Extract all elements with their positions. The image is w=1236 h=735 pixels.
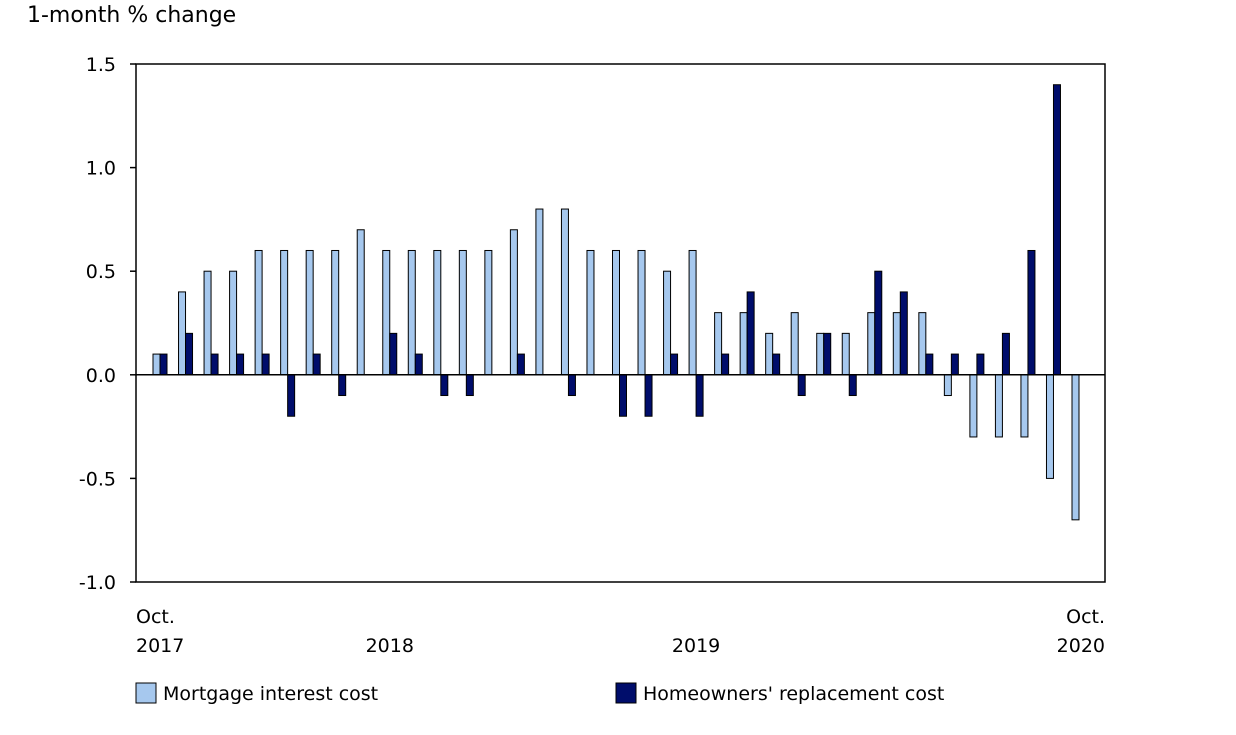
bar-mortgage [1071, 374, 1080, 521]
bar-mortgage [152, 353, 161, 376]
bar-series-group [152, 84, 1080, 521]
bar-mortgage [484, 249, 493, 376]
legend-label-mortgage: Mortgage interest cost [163, 683, 378, 705]
bar-replacement [287, 374, 296, 417]
bar-mortgage [407, 249, 416, 376]
bar-replacement [389, 332, 398, 376]
x-tick-label: 2018 [366, 635, 414, 657]
legend-item-replacement: Homeowners' replacement cost [615, 682, 944, 705]
bar-replacement [1027, 249, 1036, 376]
bar-mortgage [382, 249, 391, 376]
bar-replacement [644, 374, 653, 417]
bar-replacement [670, 353, 679, 376]
bar-replacement [976, 353, 985, 376]
bar-mortgage [535, 208, 544, 376]
bar-mortgage [560, 208, 569, 376]
bar-mortgage [714, 312, 723, 376]
bar-mortgage [688, 249, 697, 376]
bar-mortgage [331, 249, 340, 376]
bar-replacement [567, 374, 576, 397]
bar-mortgage [841, 332, 850, 376]
bar-replacement [619, 374, 627, 417]
bar-mortgage [356, 229, 365, 376]
bar-replacement [772, 353, 781, 376]
y-axis-title: 1-month % change [27, 3, 236, 28]
bar-mortgage [918, 312, 927, 376]
legend-label-replacement: Homeowners' replacement cost [643, 683, 944, 705]
bar-replacement [210, 353, 219, 376]
bar-mortgage [458, 249, 467, 376]
bar-replacement [185, 332, 194, 376]
bar-replacement [261, 353, 270, 376]
bar-mortgage [1020, 374, 1029, 438]
x-tick-label: Oct. [136, 606, 175, 628]
bar-mortgage [943, 374, 952, 397]
bar-mortgage [816, 332, 825, 376]
legend-swatch-replacement [615, 682, 637, 704]
bar-replacement [440, 374, 449, 397]
bar-mortgage [765, 332, 774, 376]
x-axis: Oct. 2017 2018 2019 Oct. 2020 [136, 606, 1105, 657]
bar-replacement [1052, 84, 1061, 376]
bar-replacement [414, 353, 423, 376]
x-tick-label: Oct. [1066, 606, 1105, 628]
bar-replacement [823, 332, 832, 376]
y-tick-label: 1.0 [86, 158, 116, 180]
bar-replacement [925, 353, 934, 376]
bar-mortgage [994, 374, 1003, 438]
legend-swatch-mortgage [135, 682, 157, 704]
bar-mortgage [1045, 374, 1054, 479]
bar-replacement [746, 291, 755, 376]
bar-mortgage [229, 270, 238, 376]
bar-mortgage [280, 249, 289, 376]
bar-replacement [338, 374, 347, 397]
bar-mortgage [790, 312, 799, 376]
bar-mortgage [892, 312, 901, 376]
bar-replacement [312, 353, 321, 376]
y-tick-label: 0.0 [86, 365, 116, 387]
bar-mortgage [969, 374, 978, 438]
bar-replacement [797, 374, 806, 397]
y-tick-label: 0.5 [86, 261, 116, 283]
bar-mortgage [663, 270, 672, 376]
bar-replacement [465, 374, 474, 397]
bar-replacement [950, 353, 959, 376]
y-axis: 1.5 1.0 0.5 0.0 -0.5 -1.0 [79, 54, 136, 594]
plot-area-frame [135, 63, 1106, 583]
y-tick-label: -1.0 [79, 572, 116, 594]
y-tick-label: 1.5 [86, 54, 116, 76]
bar-replacement [516, 353, 525, 376]
x-tick-label: 2019 [672, 635, 720, 657]
bar-mortgage [739, 312, 748, 376]
bar-mortgage [612, 249, 620, 376]
y-tick-label: -0.5 [79, 468, 116, 490]
bar-replacement [1001, 332, 1010, 376]
x-tick-label: 2020 [1057, 635, 1105, 657]
bar-replacement [236, 353, 245, 376]
bar-replacement [721, 353, 730, 376]
bar-mortgage [203, 270, 212, 376]
x-tick-label: 2017 [136, 635, 184, 657]
bar-mortgage [509, 229, 518, 376]
legend: Mortgage interest cost Homeowners' repla… [135, 682, 944, 705]
legend-item-mortgage: Mortgage interest cost [135, 682, 378, 705]
bar-mortgage [586, 249, 595, 376]
bar-replacement [848, 374, 857, 397]
bar-mortgage [637, 249, 646, 376]
bar-mortgage [433, 249, 442, 376]
bar-mortgage [305, 249, 314, 376]
bar-replacement [159, 353, 168, 376]
bar-mortgage [178, 291, 187, 376]
bar-replacement [695, 374, 704, 417]
bar-mortgage [254, 249, 263, 376]
bar-replacement [899, 291, 908, 376]
bar-mortgage [867, 312, 876, 376]
bar-replacement [874, 270, 883, 376]
